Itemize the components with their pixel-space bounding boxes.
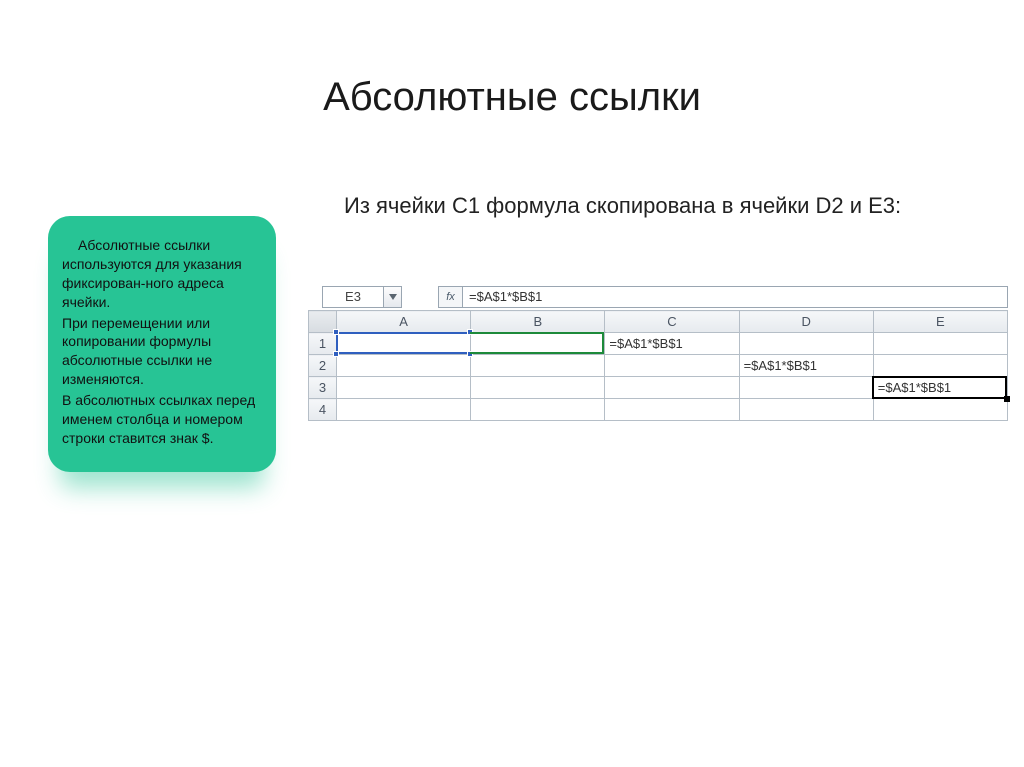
cell-C1[interactable]: =$A$1*$B$1 — [605, 333, 739, 355]
card-line-1: Абсолютные ссылки используются для указа… — [62, 236, 262, 312]
cell-D3[interactable] — [739, 377, 873, 399]
definition-card: Абсолютные ссылки используются для указа… — [48, 216, 276, 472]
cell-E2[interactable] — [873, 355, 1007, 377]
cell-C1-text: =$A$1*$B$1 — [605, 334, 738, 354]
card-line-2: При перемещении или копировании формулы … — [62, 314, 262, 390]
spreadsheet-grid[interactable]: A B C D E 1 =$A$1*$B$1 2 =$A$1*$B$1 — [308, 310, 1008, 421]
cell-A2[interactable] — [337, 355, 471, 377]
cell-A1[interactable] — [337, 333, 471, 355]
selection-handle — [333, 351, 339, 357]
row-header-4[interactable]: 4 — [309, 399, 337, 421]
cell-B4[interactable] — [471, 399, 605, 421]
active-cell-fill-handle[interactable] — [1004, 396, 1010, 402]
cell-A3[interactable] — [337, 377, 471, 399]
col-header-D[interactable]: D — [739, 311, 873, 333]
name-box[interactable]: E3 — [322, 286, 384, 308]
cell-C4[interactable] — [605, 399, 739, 421]
selection-handle — [467, 351, 473, 357]
cell-D2-text: =$A$1*$B$1 — [740, 356, 873, 376]
slide-title: Абсолютные ссылки — [0, 75, 1024, 120]
formula-bar-row: E3 fx =$A$1*$B$1 — [308, 286, 1008, 308]
cell-E3[interactable]: =$A$1*$B$1 — [873, 377, 1007, 399]
cell-E1[interactable] — [873, 333, 1007, 355]
cell-D4[interactable] — [739, 399, 873, 421]
row-header-2[interactable]: 2 — [309, 355, 337, 377]
card-line-3: В абсолютных ссылках перед именем столбц… — [62, 391, 262, 448]
row-header-3[interactable]: 3 — [309, 377, 337, 399]
example-description: Из ячейки С1 формула скопирована в ячейк… — [344, 192, 984, 221]
cell-B2[interactable] — [471, 355, 605, 377]
cell-A4[interactable] — [337, 399, 471, 421]
col-header-B[interactable]: B — [471, 311, 605, 333]
cell-E3-text: =$A$1*$B$1 — [874, 378, 1007, 398]
cell-D2[interactable]: =$A$1*$B$1 — [739, 355, 873, 377]
cell-B1[interactable] — [471, 333, 605, 355]
cell-C3[interactable] — [605, 377, 739, 399]
col-header-E[interactable]: E — [873, 311, 1007, 333]
cell-D1[interactable] — [739, 333, 873, 355]
fx-icon[interactable]: fx — [438, 286, 462, 308]
col-header-A[interactable]: A — [337, 311, 471, 333]
cell-C2[interactable] — [605, 355, 739, 377]
selection-handle — [467, 329, 473, 335]
cell-B3[interactable] — [471, 377, 605, 399]
col-header-C[interactable]: C — [605, 311, 739, 333]
selection-handle — [333, 329, 339, 335]
cell-E4[interactable] — [873, 399, 1007, 421]
chevron-down-icon — [389, 294, 397, 300]
excel-screenshot: E3 fx =$A$1*$B$1 A B C D E 1 =$A$1*$B$1 — [308, 286, 1008, 421]
name-box-dropdown[interactable] — [384, 286, 402, 308]
formula-bar[interactable]: =$A$1*$B$1 — [462, 286, 1008, 308]
